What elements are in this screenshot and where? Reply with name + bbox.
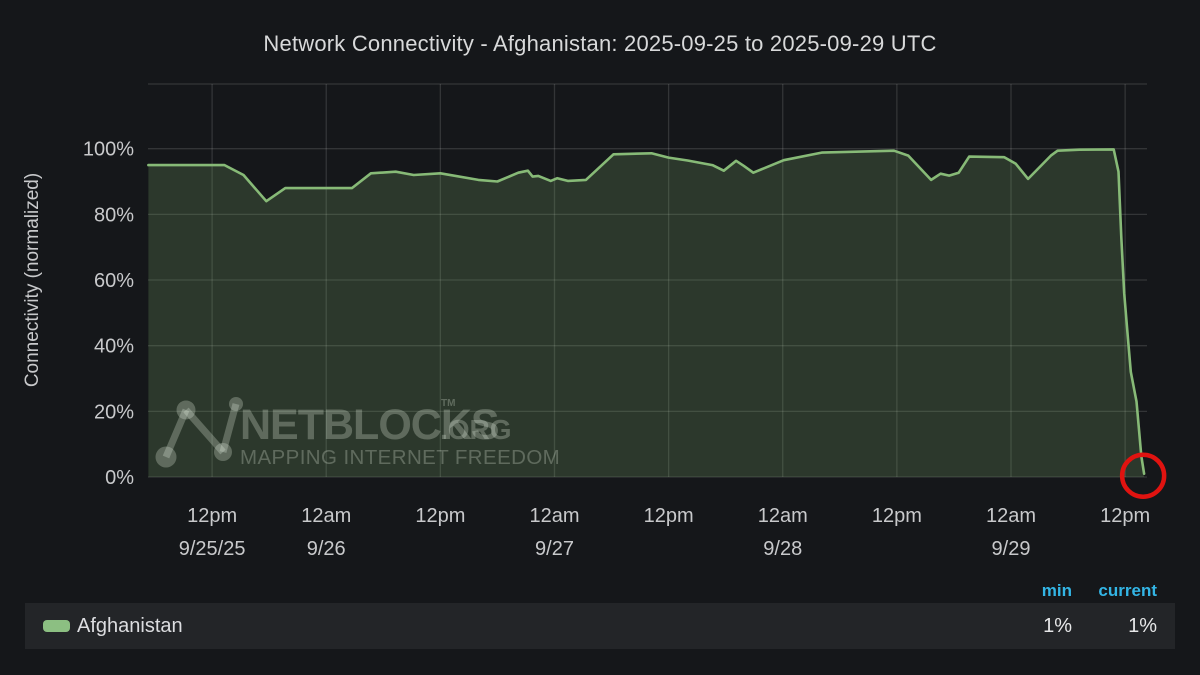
series-area — [148, 149, 1145, 477]
x-tick-date: 9/28 — [763, 538, 802, 560]
legend-header-current[interactable]: current — [1098, 581, 1157, 600]
x-tick-time: 12pm — [187, 505, 237, 527]
x-tick-time: 12pm — [872, 505, 922, 527]
y-axis-title: Connectivity (normalized) — [22, 173, 43, 387]
x-tick-date: 9/25/25 — [179, 538, 246, 560]
series-line — [147, 148, 1146, 475]
watermark-logo-node — [155, 446, 177, 468]
y-tick-label: 0% — [105, 467, 134, 489]
watermark-brand: NETBLOCKS — [240, 401, 499, 449]
series-color-swatch — [43, 620, 70, 632]
x-tick-time: 12am — [986, 505, 1036, 527]
x-tick-time: 12am — [758, 505, 808, 527]
watermark-logo-node — [176, 400, 196, 420]
series-label: Afghanistan — [77, 614, 183, 637]
watermark-logo-edge — [183, 407, 226, 455]
chart-title: Network Connectivity - Afghanistan: 2025… — [263, 31, 937, 56]
y-tick-label: 80% — [94, 204, 134, 226]
legend-min-value: 1% — [1043, 614, 1072, 637]
netblocks-watermark: NETBLOCKSTM .ORGMAPPING INTERNET FREEDOM — [155, 397, 560, 469]
x-tick-date: 9/29 — [992, 538, 1031, 560]
axis-labels: 0% 20% 40% 60% 80% 100% 12pm 9/25/25 12am 9/26 12p… — [22, 139, 1150, 560]
watermark-suffix: .ORG — [440, 414, 512, 445]
x-tick-time: 12am — [529, 505, 579, 527]
legend-row-afghanistan[interactable]: Afghanistan 1% 1% — [25, 603, 1175, 649]
legend-headers: min current — [1002, 581, 1175, 601]
legend-current-value: 1% — [1128, 614, 1157, 637]
y-tick-label: 60% — [94, 270, 134, 292]
y-tick-label: 20% — [94, 401, 134, 423]
legend-header-min[interactable]: min — [1041, 581, 1072, 600]
outage-annotation-circle — [1119, 452, 1167, 499]
x-tick-date: 9/26 — [307, 538, 346, 560]
x-tick-time: 12pm — [644, 505, 694, 527]
watermark-tm: TM — [441, 398, 455, 409]
series-afghanistan — [147, 148, 1146, 477]
x-tick-date: 9/27 — [535, 538, 574, 560]
watermark-logo-edge — [162, 408, 190, 459]
x-tick-time: 12pm — [1100, 505, 1150, 527]
x-tick-time: 12pm — [415, 505, 465, 527]
watermark-logo-node — [214, 443, 232, 461]
watermark-logo-edge — [219, 403, 240, 453]
watermark-logo-node — [229, 397, 243, 411]
x-tick-time: 12am — [301, 505, 351, 527]
y-tick-label: 40% — [94, 336, 134, 358]
axis-grid — [148, 83, 1147, 478]
y-tick-label: 100% — [83, 139, 134, 161]
watermark-tagline: MAPPING INTERNET FREEDOM — [240, 446, 560, 469]
